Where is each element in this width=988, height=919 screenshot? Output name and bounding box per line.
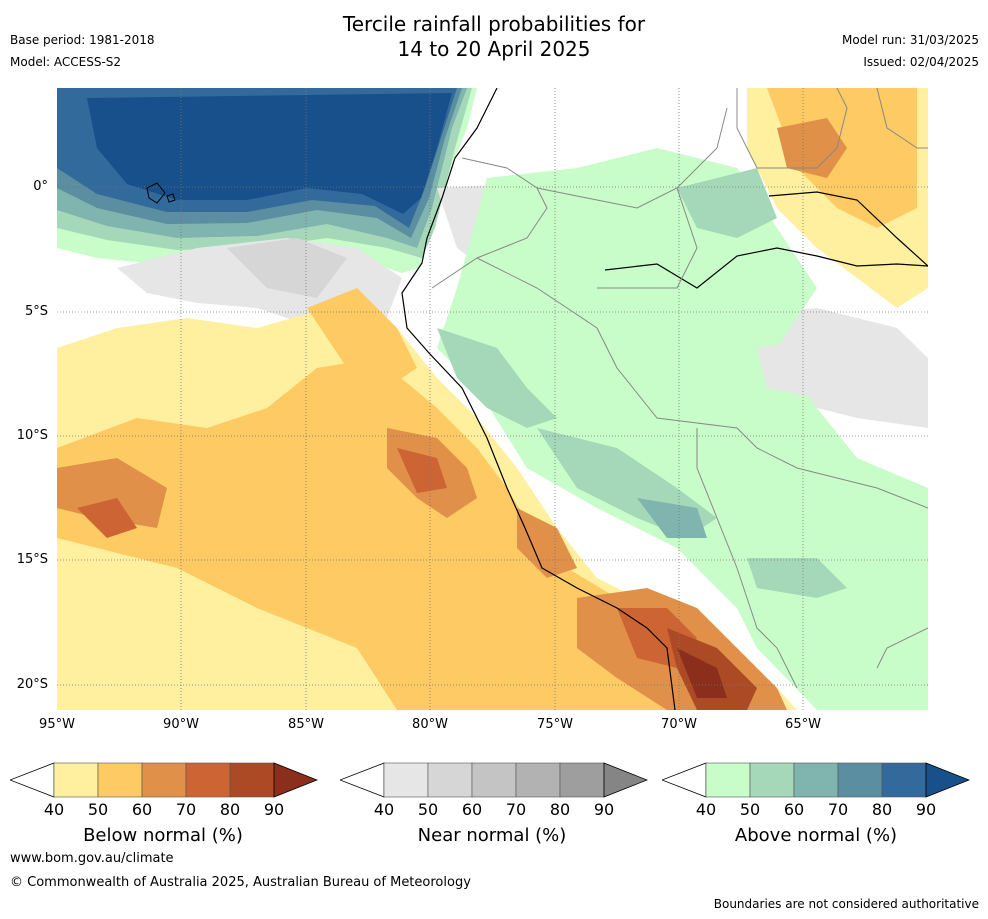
above-tick-70: 70	[827, 800, 849, 819]
issued-date: Issued: 02/04/2025	[863, 55, 979, 69]
near-tick-50: 50	[417, 800, 439, 819]
lon-label-75w: 75°W	[537, 717, 573, 732]
title-line-1: Tercile rainfall probabilities for	[342, 12, 646, 36]
lat-label-20s: 20°S	[16, 677, 48, 692]
lon-label-95w: 95°W	[39, 717, 75, 732]
base-period: Base period: 1981-2018	[10, 33, 155, 47]
below-swatch-80	[229, 762, 275, 798]
model-run: Model run: 31/03/2025	[841, 33, 979, 47]
above-tick-50: 50	[739, 800, 761, 819]
above-swatch-40	[705, 762, 751, 798]
below-tick-90: 90	[263, 800, 285, 819]
colorbar-title-above: Above normal (%)	[734, 825, 898, 846]
meta-left: Base period: 1981-2018 Model: ACCESS-S2	[10, 29, 155, 73]
map-title: Tercile rainfall probabilities for 14 to…	[0, 12, 988, 62]
near-swatch-70	[515, 762, 561, 798]
near-swatch-60	[471, 762, 517, 798]
lon-label-85w: 85°W	[288, 717, 324, 732]
lat-label-10s: 10°S	[16, 428, 48, 443]
lat-label-5s: 5°S	[24, 304, 48, 319]
colorbar-below-normal	[10, 762, 318, 798]
below-swatch-40	[53, 762, 99, 798]
near-tick-60: 60	[461, 800, 483, 819]
near-tick-40: 40	[373, 800, 395, 819]
below-swatch-50	[97, 762, 143, 798]
below-swatch-70	[185, 762, 231, 798]
near-tick-90: 90	[593, 800, 615, 819]
below-tick-40: 40	[43, 800, 65, 819]
colorbar-title-below: Below normal (%)	[83, 825, 243, 846]
above-swatch-80	[881, 762, 927, 798]
lon-label-80w: 80°W	[412, 717, 448, 732]
title-line-2: 14 to 20 April 2025	[397, 37, 591, 61]
lon-label-90w: 90°W	[163, 717, 199, 732]
lon-label-65w: 65°W	[785, 717, 821, 732]
below-tick-60: 60	[131, 800, 153, 819]
below-swatch-90	[273, 762, 318, 798]
above-swatch-90	[925, 762, 970, 798]
probability-map	[57, 88, 928, 710]
below-swatch-60	[141, 762, 187, 798]
above-tick-80: 80	[871, 800, 893, 819]
above-swatch-70	[837, 762, 883, 798]
above-swatch-50	[749, 762, 795, 798]
above-tick-90: 90	[915, 800, 937, 819]
colorbar-near-normal	[340, 762, 648, 798]
near-swatch-40	[383, 762, 429, 798]
near-swatch-80	[559, 762, 605, 798]
boundary-disclaimer: Boundaries are not considered authoritat…	[713, 897, 979, 911]
meta-right: Model run: 31/03/2025 Issued: 02/04/2025	[842, 29, 979, 73]
lon-label-70w: 70°W	[661, 717, 697, 732]
above-swatch-60	[793, 762, 839, 798]
map-canvas	[57, 88, 928, 710]
above-tick-60: 60	[783, 800, 805, 819]
above-tick-40: 40	[695, 800, 717, 819]
colorbar-title-near: Near normal (%)	[417, 825, 567, 846]
near-tick-80: 80	[549, 800, 571, 819]
below-tick-50: 50	[87, 800, 109, 819]
colorbar-above-normal	[662, 762, 970, 798]
below-tick-80: 80	[219, 800, 241, 819]
model-name: Model: ACCESS-S2	[10, 55, 122, 69]
lat-label-15s: 15°S	[16, 552, 48, 567]
copyright-text: © Commonwealth of Australia 2025, Austra…	[10, 875, 471, 890]
near-swatch-50	[427, 762, 473, 798]
below-tick-70: 70	[175, 800, 197, 819]
near-tick-70: 70	[505, 800, 527, 819]
lat-label-0: 0°	[33, 179, 48, 194]
bom-climate-link[interactable]: www.bom.gov.au/climate	[10, 851, 174, 866]
near-swatch-90	[603, 762, 648, 798]
